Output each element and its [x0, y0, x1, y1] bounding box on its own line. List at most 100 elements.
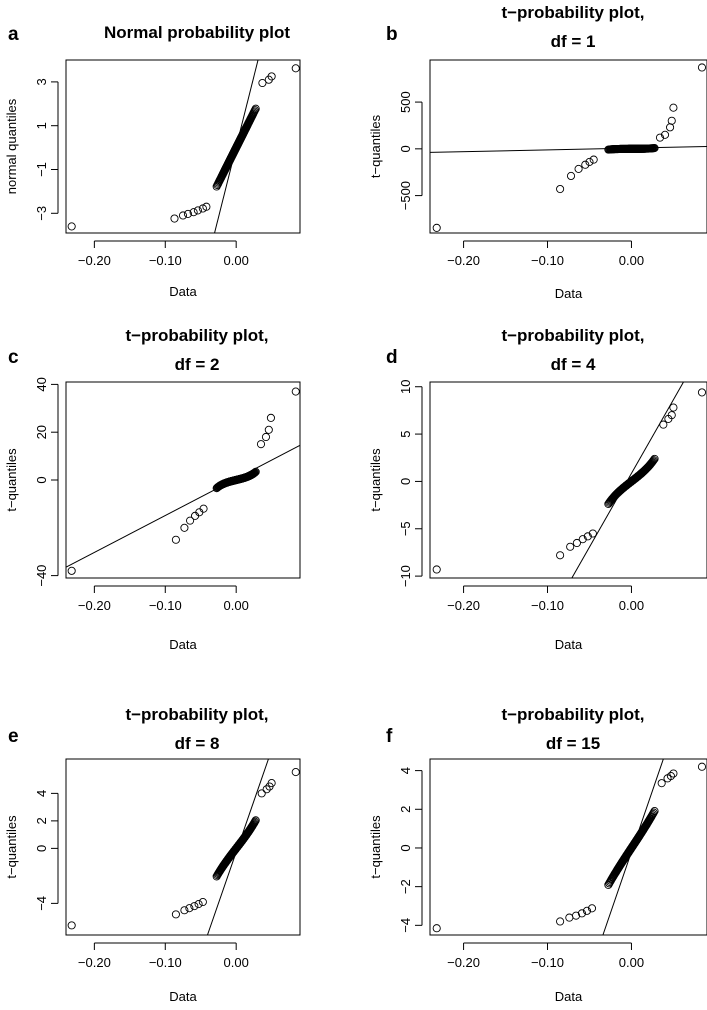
- x-tick-label: −0.20: [78, 598, 111, 613]
- data-point: [667, 116, 676, 125]
- panel-letter: e: [8, 726, 19, 747]
- plot-frame: [429, 758, 707, 936]
- plot-title: t−probability plot,: [125, 326, 268, 345]
- y-tick-label: −3: [34, 206, 49, 221]
- data-layer: [66, 387, 300, 575]
- x-tick-label: −0.20: [447, 598, 480, 613]
- data-point: [257, 789, 266, 798]
- data-point: [267, 779, 276, 788]
- x-tick-label: −0.20: [78, 955, 111, 970]
- y-tick-label: −4: [34, 896, 49, 911]
- y-tick-label: 20: [34, 425, 49, 439]
- plot-title: df = 2: [175, 355, 220, 374]
- x-tick-label: −0.20: [447, 955, 480, 970]
- panel-c: c t−probability plot, df = 2 −0.20 −0.10 0.00…: [4, 326, 301, 652]
- y-tick-label: 2: [34, 817, 49, 824]
- data-point: [264, 425, 273, 434]
- plot-frame: [429, 59, 707, 234]
- data-point: [666, 771, 675, 781]
- x-tick-label: −0.10: [531, 253, 564, 268]
- y-tick-label: 0: [398, 145, 413, 152]
- y-tick-label: 5: [398, 430, 413, 437]
- data-point: [666, 123, 675, 132]
- panel-f: f t−probability plot, df = 15 −0.20 −0.10 0.0…: [368, 705, 707, 1004]
- panel-letter: b: [386, 24, 398, 45]
- y-axis-label: t−quantiles: [368, 815, 383, 879]
- data-point: [650, 144, 659, 153]
- y-tick-label: 40: [34, 377, 49, 391]
- data-point: [572, 911, 581, 920]
- data-point: [574, 164, 583, 173]
- panel-a: a Normal probability plot −0.20 −0.10 0.00 Da…: [4, 23, 301, 299]
- data-point: [572, 538, 581, 548]
- data-point: [655, 133, 665, 142]
- data-point: [649, 808, 658, 817]
- x-tick-label: −0.10: [149, 955, 182, 970]
- data-point: [589, 155, 598, 164]
- x-tick-label: 0.00: [224, 253, 249, 268]
- data-point: [432, 924, 441, 933]
- y-tick-label: −500: [398, 181, 413, 210]
- x-axis-label: Data: [555, 989, 583, 1004]
- data-point: [565, 913, 574, 922]
- data-point: [669, 103, 678, 112]
- y-tick-label: −5: [398, 521, 413, 536]
- x-tick-label: −0.10: [149, 598, 182, 613]
- y-axis-label: t−quantiles: [4, 448, 19, 512]
- reference-line: [66, 444, 300, 568]
- data-point: [67, 222, 76, 231]
- x-axis-label: Data: [555, 286, 583, 301]
- data-layer: [67, 60, 300, 233]
- y-tick-label: 500: [398, 91, 413, 113]
- reference-line: [430, 146, 707, 153]
- data-point: [261, 432, 271, 442]
- data-point: [258, 78, 267, 88]
- data-point: [186, 516, 195, 525]
- data-layer: [67, 759, 300, 935]
- data-point: [577, 909, 586, 918]
- y-tick-label: 0: [34, 476, 49, 483]
- data-point: [650, 454, 659, 463]
- data-point: [556, 551, 565, 560]
- y-tick-label: −10: [398, 565, 413, 587]
- panel-letter: d: [386, 347, 398, 368]
- y-tick-label: 3: [34, 78, 49, 85]
- data-point: [657, 779, 666, 788]
- data-point: [667, 411, 676, 420]
- x-tick-label: −0.20: [78, 253, 111, 268]
- data-point: [291, 64, 300, 73]
- data-point: [170, 214, 179, 223]
- data-point: [432, 223, 441, 232]
- data-point: [587, 904, 597, 913]
- plot-title: t−probability plot,: [501, 3, 644, 22]
- data-point: [556, 184, 565, 194]
- y-tick-label: 0: [398, 478, 413, 485]
- x-axis-label: Data: [555, 637, 583, 652]
- data-point: [660, 130, 670, 139]
- data-point: [669, 403, 678, 412]
- data-point: [262, 785, 271, 794]
- data-point: [648, 457, 657, 466]
- data-point: [180, 906, 189, 915]
- x-axis-label: Data: [169, 989, 197, 1004]
- data-point: [190, 902, 199, 911]
- data-point: [649, 456, 658, 465]
- data-point: [250, 468, 259, 478]
- data-point: [67, 921, 76, 930]
- y-tick-label: 0: [34, 845, 49, 852]
- data-point: [189, 208, 198, 217]
- data-point: [578, 535, 587, 544]
- data-point: [250, 818, 259, 827]
- data-point: [178, 211, 188, 220]
- data-point: [697, 762, 707, 771]
- data-layer: [432, 759, 707, 935]
- data-point: [267, 72, 276, 81]
- panel-letter: c: [8, 347, 19, 368]
- data-point: [266, 413, 275, 422]
- y-axis-label: normal quantiles: [4, 98, 19, 194]
- data-point: [185, 904, 194, 913]
- data-point: [250, 468, 260, 477]
- y-tick-label: −4: [398, 918, 413, 933]
- plot-title: df = 4: [551, 355, 596, 374]
